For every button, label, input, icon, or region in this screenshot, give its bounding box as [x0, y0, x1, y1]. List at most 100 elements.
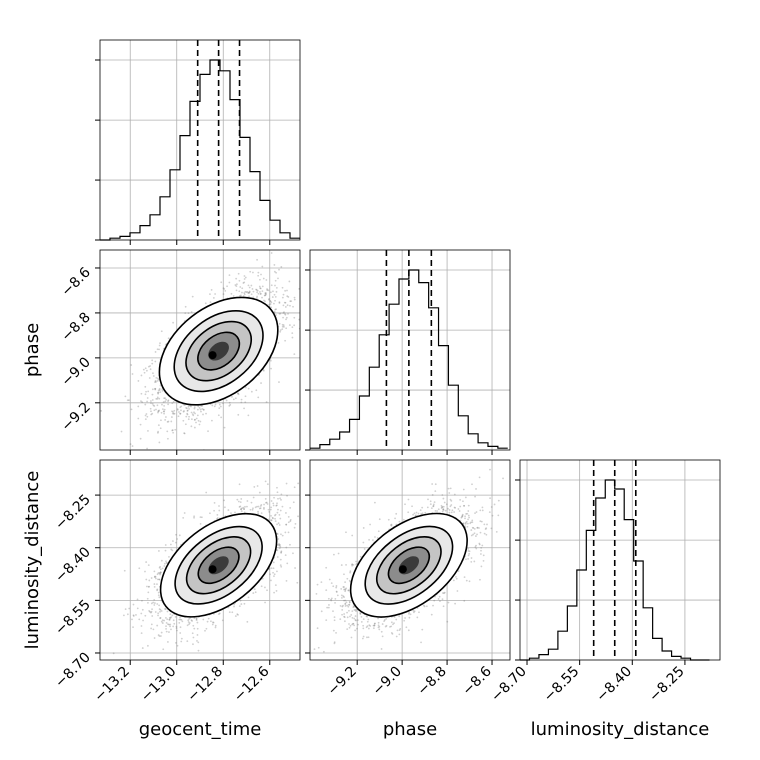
scatter-point	[266, 483, 269, 486]
scatter-point	[154, 387, 156, 390]
scatter-point	[275, 504, 278, 507]
scatter-point	[256, 485, 259, 487]
scatter-point	[163, 404, 166, 407]
y-axis-title-luminosity-distance: luminosity_distance	[22, 471, 43, 650]
scatter-point	[163, 410, 166, 413]
scatter-point	[149, 407, 152, 410]
scatter-point	[311, 284, 313, 286]
scatter-point	[147, 390, 150, 393]
scatter-point	[202, 408, 205, 411]
scatter-point	[158, 348, 160, 351]
scatter-point	[264, 293, 267, 296]
scatter-point	[165, 416, 167, 418]
scatter-point	[154, 351, 157, 353]
scatter-point	[130, 408, 133, 411]
scatter-point	[145, 369, 148, 372]
scatter-point	[228, 404, 231, 407]
scatter-point	[190, 425, 193, 428]
scatter-point	[282, 312, 285, 315]
scatter-point	[140, 612, 143, 615]
scatter-point	[237, 393, 240, 396]
scatter-point	[144, 414, 147, 417]
scatter-point	[244, 290, 247, 293]
scatter-point	[156, 588, 159, 591]
scatter-point	[190, 418, 193, 421]
scatter-point	[156, 398, 159, 400]
scatter-point	[283, 311, 285, 314]
scatter-point	[249, 270, 252, 273]
scatter-point	[148, 377, 151, 379]
scatter-point	[302, 304, 304, 306]
scatter-point	[268, 298, 270, 300]
scatter-point	[188, 415, 190, 418]
scatter-point	[176, 644, 179, 647]
joint-frame	[99, 249, 301, 451]
scatter-point	[157, 411, 159, 414]
scatter-point	[153, 575, 156, 578]
scatter-point	[237, 500, 240, 503]
scatter-point	[243, 602, 246, 605]
scatter-point	[273, 575, 275, 578]
scatter-point	[191, 413, 194, 415]
scatter-point	[140, 374, 143, 377]
scatter-point	[218, 407, 221, 410]
scatter-point	[287, 312, 289, 315]
scatter-point	[281, 505, 284, 508]
scatter-point	[195, 417, 198, 420]
scatter-point	[196, 408, 199, 411]
scatter-point	[272, 567, 275, 570]
x-tick-label: −8.40	[593, 664, 635, 706]
scatter-point	[157, 424, 160, 427]
scatter-point	[166, 641, 169, 643]
scatter-point	[228, 274, 231, 277]
scatter-point	[218, 612, 221, 615]
scatter-point	[137, 405, 140, 408]
scatter-point	[150, 410, 152, 413]
scatter-point	[156, 431, 159, 434]
scatter-point	[163, 412, 165, 415]
scatter-point	[262, 369, 265, 372]
scatter-point	[182, 419, 185, 422]
scatter-point	[199, 420, 202, 423]
scatter-point	[273, 496, 275, 499]
scatter-point	[284, 531, 287, 534]
scatter-point	[176, 408, 179, 410]
scatter-point	[286, 289, 288, 292]
scatter-point	[214, 624, 217, 627]
scatter-point	[166, 430, 169, 433]
scatter-point	[241, 507, 243, 510]
scatter-point	[269, 299, 272, 302]
scatter-point	[279, 517, 282, 520]
scatter-point	[164, 397, 167, 400]
scatter-point	[174, 541, 177, 544]
scatter-point	[284, 289, 287, 292]
scatter-point	[234, 615, 237, 617]
scatter-point	[210, 289, 213, 291]
scatter-point	[180, 409, 182, 412]
scatter-point	[158, 409, 161, 412]
scatter-point	[270, 284, 273, 287]
scatter-point	[191, 295, 194, 298]
scatter-point	[169, 623, 172, 626]
scatter-point	[172, 625, 175, 628]
scatter-point	[223, 426, 226, 429]
scatter-point	[158, 635, 161, 638]
scatter-point	[286, 295, 289, 298]
scatter-point	[214, 403, 217, 406]
x-tick-label: −8.25	[646, 664, 688, 706]
scatter-point	[242, 295, 245, 297]
scatter-point	[293, 296, 296, 299]
scatter-point	[268, 303, 271, 306]
scatter-point	[151, 608, 153, 611]
scatter-point	[220, 416, 223, 419]
scatter-point	[160, 620, 163, 623]
scatter-point	[163, 562, 166, 565]
panel-grid	[129, 40, 271, 240]
scatter-point	[179, 412, 182, 415]
scatter-point	[244, 276, 247, 279]
scatter-point	[154, 577, 157, 580]
scatter-point	[270, 301, 273, 304]
scatter-point	[181, 620, 184, 623]
scatter-point	[248, 292, 250, 294]
scatter-point	[238, 483, 241, 486]
